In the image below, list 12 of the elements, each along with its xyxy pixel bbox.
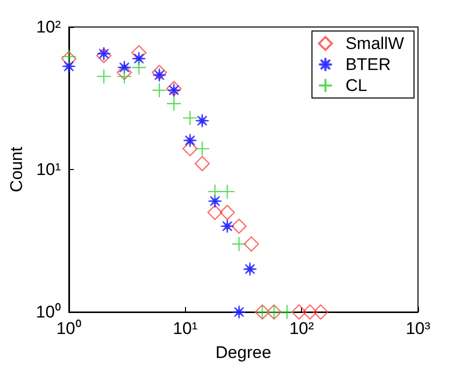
x-tick-label: 10¹ (172, 319, 198, 338)
y-tick-label: 10² (36, 18, 62, 36)
x-tick-label: 10³ (406, 319, 431, 338)
y-tick-label: 10¹ (36, 160, 62, 179)
legend-label: SmallW (345, 34, 404, 53)
x-axis-title: Degree (216, 343, 272, 362)
x-tick-label: 10² (289, 319, 314, 338)
y-axis-title: Count (7, 146, 26, 192)
x-tick-label: 10⁰ (56, 319, 82, 338)
legend-label: BTER (345, 55, 391, 74)
y-tick-label: 10⁰ (36, 302, 61, 322)
legend-label: CL (345, 76, 368, 95)
